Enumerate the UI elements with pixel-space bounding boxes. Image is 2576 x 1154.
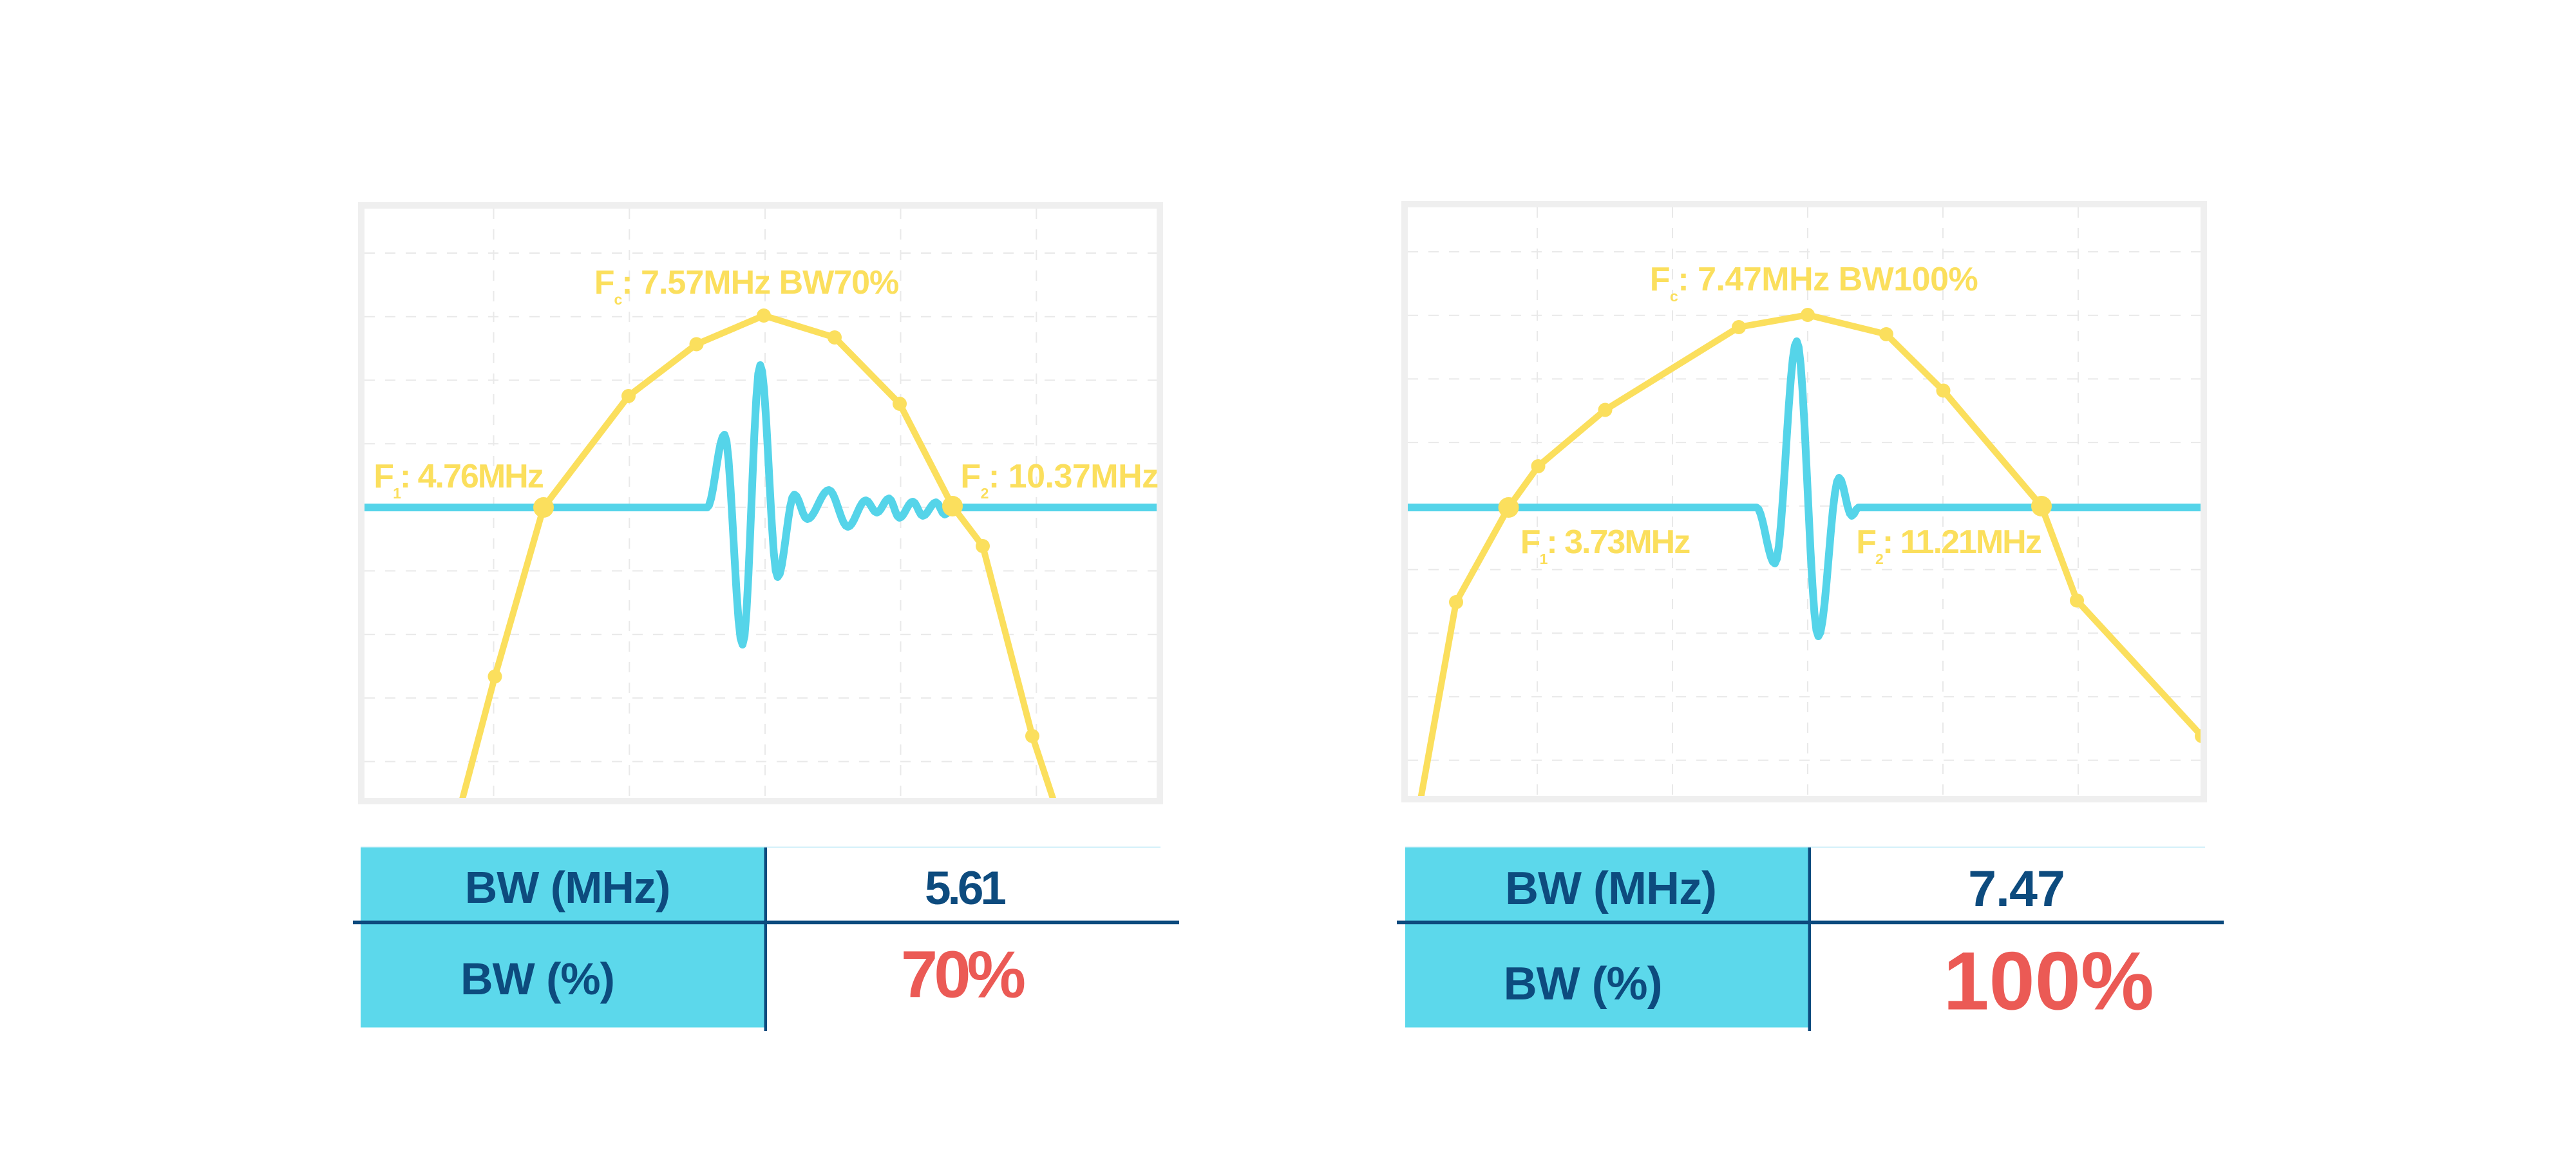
svg-text:Fc: 7.47MHz BW100%: Fc: 7.47MHz BW100% xyxy=(1650,261,1978,305)
svg-text:BW (%): BW (%) xyxy=(460,954,614,1004)
svg-text:F2: 10.37MHz: F2: 10.37MHz xyxy=(960,458,1158,502)
svg-text:BW (%): BW (%) xyxy=(1504,958,1662,1010)
svg-text:BW (MHz): BW (MHz) xyxy=(465,862,670,913)
svg-text:7.47: 7.47 xyxy=(1968,860,2065,917)
svg-text:BW (MHz): BW (MHz) xyxy=(1505,863,1716,914)
svg-text:Fc: 7.57MHz BW70%: Fc: 7.57MHz BW70% xyxy=(594,264,899,308)
svg-text:70%: 70% xyxy=(901,938,1025,1012)
svg-text:5.61: 5.61 xyxy=(925,862,1005,914)
svg-text:F1: 3.73MHz: F1: 3.73MHz xyxy=(1520,524,1690,567)
svg-text:100%: 100% xyxy=(1943,936,2154,1028)
svg-text:F2: 11.21MHz: F2: 11.21MHz xyxy=(1856,524,2041,567)
svg-text:F1: 4.76MHz: F1: 4.76MHz xyxy=(374,458,543,502)
